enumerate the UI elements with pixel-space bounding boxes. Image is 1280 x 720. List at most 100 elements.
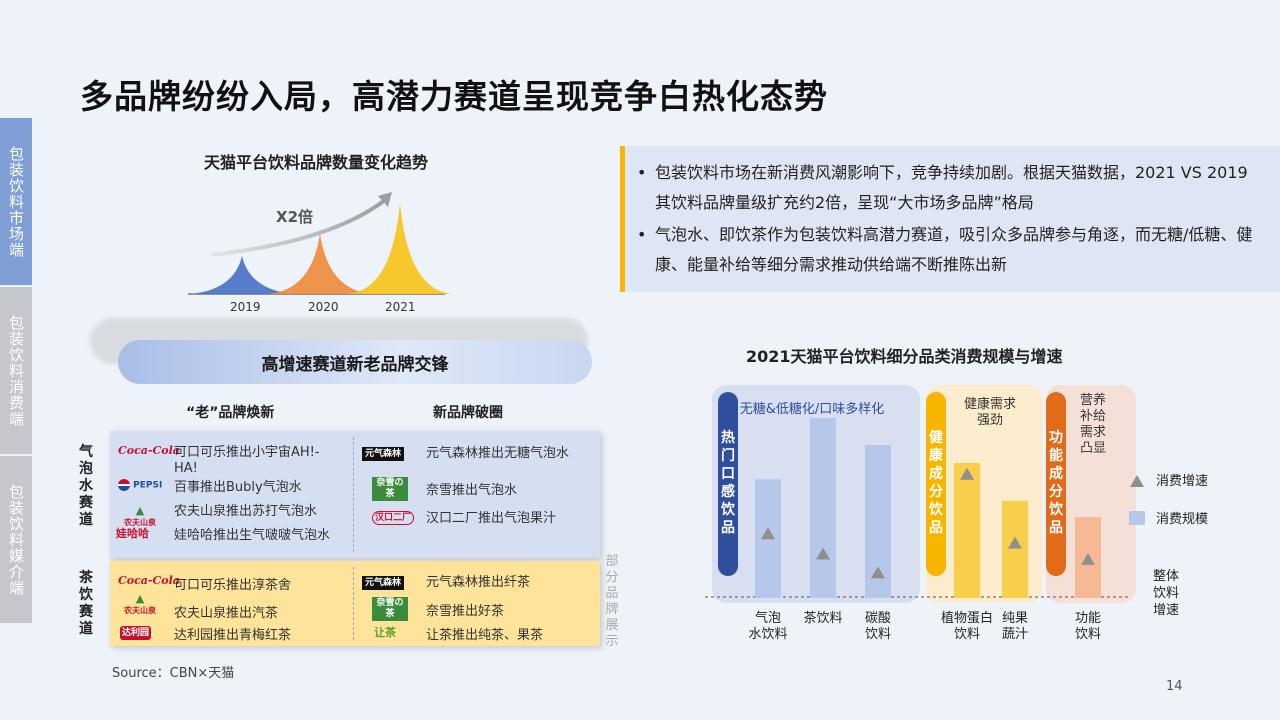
trend-tick-2019: 2019: [230, 300, 261, 314]
old-brand-header: “老”品牌焕新: [186, 405, 275, 421]
category-label-0: 水饮料: [748, 627, 787, 642]
category-group-label-char: 口: [721, 466, 735, 482]
growth-marker-5: [1081, 552, 1095, 565]
category-label-3: 饮料: [954, 627, 980, 642]
page-number: 14: [1166, 679, 1183, 694]
category-group-label-char: 品: [1049, 520, 1063, 536]
growth-marker-1: [816, 547, 830, 560]
summary-box: • 包装饮料市场在新消费风潮影响下，竞争持续加剧。根据天猫数据，2021 VS 2…: [620, 146, 1280, 292]
list-item: 农夫山泉推出苏打气泡水: [174, 504, 318, 519]
coca-cola-logo: Coca-Cola: [118, 574, 180, 587]
coca-cola-logo: Coca-Cola: [118, 444, 180, 457]
category-group-label-char: 分: [1049, 484, 1063, 500]
scale-bar-4: [1002, 500, 1028, 598]
legend-growth-marker: [1130, 475, 1144, 487]
legend-scale-swatch: [1129, 511, 1145, 525]
category-group-label-char: 品: [929, 520, 943, 536]
mountain-icon: ▲: [135, 504, 145, 517]
panel-divider: [353, 437, 354, 552]
category-group-note: 健康需求: [964, 396, 1016, 412]
category-label-4: 纯果: [1002, 611, 1028, 626]
growth-marker-2: [871, 566, 885, 579]
row-label-tea: 茶饮赛道: [79, 570, 93, 637]
rivalry-banner: 高增速赛道新老品牌交锋: [118, 340, 592, 384]
category-label-3: 植物蛋白: [941, 610, 993, 626]
trend-peak-2021: [348, 202, 450, 294]
genki-forest-logo: 元气森林: [362, 447, 405, 461]
trend-annotation: X2倍: [276, 208, 314, 226]
category-group-label-char: 功: [1049, 430, 1063, 446]
list-item: 农夫山泉推出汽茶: [174, 606, 279, 621]
partial-brands-note: 部分品牌展示: [605, 554, 619, 649]
side-tab-media[interactable]: 包装饮料媒介端: [0, 456, 32, 623]
scale-bar-3: [954, 463, 980, 598]
trend-tick-2021: 2021: [385, 300, 416, 314]
category-group-label-char: 饮: [1048, 501, 1064, 518]
category-group-pill: [926, 392, 946, 576]
pepsi-logo: PEPSI: [118, 479, 162, 492]
list-item: 元气森林推出无糖气泡水: [426, 446, 570, 461]
category-group-label-char: 饮: [928, 501, 944, 518]
nongfu-logo: ▲ 农夫山泉: [124, 505, 156, 529]
category-group-note: 补给: [1080, 409, 1106, 424]
trend-tick-2020: 2020: [308, 300, 339, 314]
sparkling-water-panel: Coca-Cola 可口可乐推出小宇宙AH!-HA! PEPSI 百事推出Bub…: [110, 431, 600, 558]
category-label-0: 气泡: [755, 610, 781, 626]
category-group-label-char: 热: [721, 429, 735, 446]
trend-peak-2020: [268, 233, 372, 294]
list-item: 娃哈哈推出生气啵啵气泡水: [174, 528, 331, 543]
category-group-pill: [1046, 392, 1066, 576]
category-group-bg: [1046, 385, 1136, 603]
category-group-label-char: 能: [1049, 447, 1063, 464]
trend-chart: [188, 192, 450, 295]
genki-forest-logo: 元气森林: [362, 576, 405, 590]
page-title: 多品牌纷纷入局，高潜力赛道呈现竞争白热化态势: [80, 77, 828, 116]
category-label-2: 饮料: [865, 627, 891, 642]
daliyuan-logo: 达利园: [120, 626, 152, 640]
category-group-label-char: 感: [721, 483, 735, 500]
legend-growth-label: 消费增速: [1156, 474, 1208, 489]
category-label-4: 蔬汁: [1002, 627, 1028, 642]
nongfu-logo: ▲ 农夫山泉: [124, 593, 156, 617]
category-group-label-char: 门: [721, 447, 735, 464]
category-group-note: 需求: [1080, 425, 1106, 440]
list-item: 百事推出Bubly气泡水: [174, 480, 302, 495]
side-tab-consumer[interactable]: 包装饮料消费端: [0, 287, 32, 454]
category-group-label-char: 成: [1049, 465, 1063, 482]
side-tab-market[interactable]: 包装饮料市场端: [0, 118, 32, 285]
source-note: Source：CBN×天猫: [112, 666, 235, 681]
category-group-label-char: 分: [929, 484, 943, 500]
panel-divider: [353, 567, 354, 640]
list-item: 达利园推出青梅红茶: [174, 628, 292, 643]
list-item: 汉口二厂推出气泡果汁: [426, 511, 557, 526]
list-item: 可口可乐推出淳茶舍: [174, 578, 292, 593]
category-chart-title: 2021天猫平台饮料细分品类消费规模与增速: [746, 347, 1063, 366]
list-item: 让茶推出纯茶、果茶: [426, 628, 544, 643]
legend-scale-label: 消费规模: [1156, 512, 1208, 527]
summary-bullet-2-text: 气泡水、即饮茶作为包装饮料高潜力赛道，吸引众多品牌参与角逐，而无糖/低糖、健康、…: [655, 225, 1253, 274]
category-group-label-char: 品: [721, 520, 735, 536]
legend-overall-label: 整体: [1153, 569, 1179, 584]
category-group-pill: [718, 392, 738, 576]
list-item: 奈雪推出好茶: [426, 604, 505, 619]
growth-marker-4: [1008, 536, 1022, 549]
nayuki-logo: 奈雪の茶: [372, 477, 408, 501]
category-group-note: 凸显: [1080, 441, 1106, 456]
nayuki-logo: 奈雪の茶: [372, 597, 408, 621]
legend-overall-label: 饮料: [1153, 586, 1179, 601]
summary-bullet-1: • 包装饮料市场在新消费风潮影响下，竞争持续加剧。根据天猫数据，2021 VS 2…: [637, 163, 1248, 212]
wahaha-logo: 娃哈哈: [116, 527, 149, 540]
category-group-label-char: 饮: [720, 501, 736, 518]
trend-peak-2019: [190, 256, 294, 294]
mountain-icon: ▲: [135, 592, 145, 605]
list-item: 元气森林推出纤茶: [426, 575, 531, 590]
growth-marker-3: [960, 467, 974, 480]
list-item: 可口可乐推出小宇宙AH!-HA!: [174, 445, 320, 476]
category-label-5: 功能: [1075, 611, 1101, 626]
category-label-1: 茶饮料: [803, 610, 842, 626]
list-item: 奈雪推出气泡水: [426, 483, 518, 498]
hankou-erchang-logo: 汉口二厂: [372, 511, 415, 525]
category-group-label-char: 康: [929, 447, 944, 464]
summary-bullet-2: • 气泡水、即饮茶作为包装饮料高潜力赛道，吸引众多品牌参与角逐，而无糖/低糖、健康…: [637, 225, 1253, 274]
